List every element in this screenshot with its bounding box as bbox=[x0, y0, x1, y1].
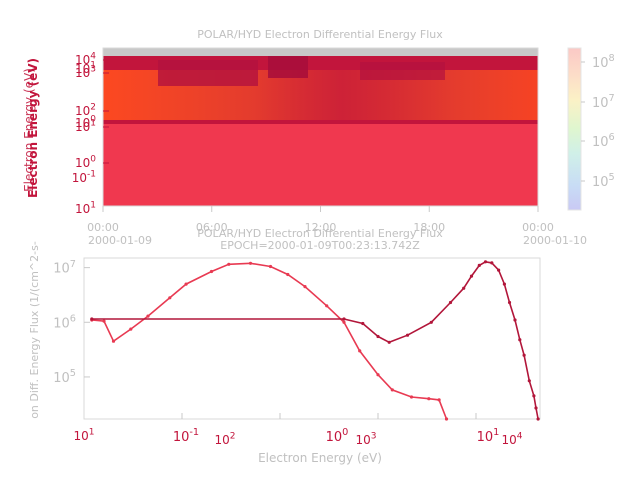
spectrogram-y-tick-label: 100 bbox=[75, 115, 96, 130]
spectrogram-x-tick-label: 06:00 bbox=[196, 221, 228, 234]
lineplot-data-point bbox=[376, 373, 380, 377]
lineplot-data-point bbox=[462, 286, 466, 290]
lineplot-data-point bbox=[536, 417, 540, 421]
lineplot-data-point bbox=[522, 353, 526, 357]
lineplot-series-line bbox=[91, 262, 448, 420]
lineplot-data-point bbox=[534, 406, 538, 410]
spectrogram-y-tick-label: 103 bbox=[75, 65, 96, 80]
lineplot-data-point bbox=[507, 300, 512, 305]
spectrogram-start-date: 2000-01-09 bbox=[88, 234, 152, 247]
spectrogram-y-tick-label: 102 bbox=[75, 103, 96, 118]
lineplot-data-point bbox=[111, 339, 116, 343]
lineplot-data-point bbox=[409, 395, 414, 399]
lineplot-data-point bbox=[342, 317, 346, 321]
spectrogram-y-tick-label: 101 bbox=[75, 119, 96, 134]
lineplot-data-point bbox=[387, 340, 391, 344]
lineplot-data-point bbox=[532, 394, 536, 398]
lineplot-data-point bbox=[227, 262, 231, 266]
lineplot-data-point bbox=[102, 319, 106, 323]
lineplot-data-point bbox=[427, 397, 431, 401]
lineplot-series bbox=[90, 260, 540, 421]
spectrogram-y-tick-label: 101 bbox=[75, 201, 96, 216]
lineplot-data-point bbox=[268, 264, 273, 269]
spectrogram-plot-area bbox=[102, 47, 539, 207]
lineplot-data-point bbox=[448, 300, 453, 305]
lineplot-data-point bbox=[502, 282, 506, 286]
spectrogram-x-tick-label: 18:00 bbox=[413, 221, 445, 234]
spectrogram-x-tick-label: 00:00 bbox=[87, 221, 119, 234]
lineplot-y-axis-label: on Diff. Energy Flux (1/(cm^2-s- bbox=[28, 241, 41, 419]
spectrogram-y-axis-label: Electron Energy (eV) bbox=[26, 58, 40, 198]
colorbar bbox=[567, 47, 582, 211]
colorbar-tick-label: 105 bbox=[592, 172, 615, 190]
lineplot-y-ticks: 107 106 105 bbox=[53, 259, 90, 386]
spectrogram-y-tick-label: 100 bbox=[75, 155, 96, 170]
lineplot-x-tick-label: 103 bbox=[355, 432, 376, 447]
lineplot-data-point bbox=[358, 349, 362, 353]
lineplot-frame bbox=[83, 257, 541, 420]
lineplot-data-point bbox=[518, 338, 522, 342]
spectrogram-low-energy-fill bbox=[103, 124, 538, 206]
lineplot-data-point bbox=[497, 268, 501, 272]
lineplot-data-point bbox=[527, 379, 531, 383]
lineplot-epoch: EPOCH=2000-01-09T00:23:13.742Z bbox=[220, 239, 420, 252]
lineplot-data-point bbox=[390, 388, 394, 392]
lineplot-x-tick-label: 102 bbox=[214, 432, 235, 447]
lineplot-data-point bbox=[376, 334, 380, 339]
spectrogram-end-date: 2000-01-10 bbox=[523, 234, 587, 247]
spectrogram-dark-patch bbox=[268, 56, 308, 78]
lineplot-data-point bbox=[342, 320, 346, 324]
colorbar-tick-label: 106 bbox=[592, 132, 615, 150]
lineplot-data-point bbox=[325, 304, 329, 308]
lineplot-x-tick-label: 101 bbox=[477, 427, 500, 445]
lineplot-data-point bbox=[129, 327, 133, 331]
lineplot-data-point bbox=[209, 269, 214, 274]
lineplot-data-point bbox=[513, 318, 517, 322]
lineplot-x-ticks: 101 102 103 104 10-1 100 101 bbox=[73, 413, 523, 447]
lineplot-x-axis-label: Electron Energy (eV) bbox=[258, 451, 382, 465]
lineplot-data-point bbox=[303, 285, 307, 289]
lineplot-data-point bbox=[469, 274, 474, 278]
lineplot-series-line bbox=[91, 260, 539, 420]
spectrogram-x-tick-label: 00:00 bbox=[522, 221, 554, 234]
colorbar-ticks: 108 107 106 105 bbox=[581, 53, 615, 190]
spectrogram-y-tick-label: 104 bbox=[75, 52, 96, 67]
spectrogram-saturated-strip bbox=[103, 48, 538, 57]
lineplot-title: POLAR/HYD Electron Differential Energy F… bbox=[197, 227, 443, 240]
spectrogram-y-axis-label: Electron Energy (eV) bbox=[22, 68, 36, 192]
spectrogram-title: POLAR/HYD Electron Differential Energy F… bbox=[197, 28, 443, 41]
spectrogram-y-tick-label: 101 bbox=[75, 61, 96, 76]
lineplot-data-point bbox=[405, 333, 410, 337]
lineplot-x-tick-label: 100 bbox=[326, 427, 349, 445]
lineplot-x-tick-label: 104 bbox=[501, 432, 522, 447]
spectrogram-dark-patch bbox=[360, 62, 445, 80]
lineplot-x-tick-label: 10-1 bbox=[173, 427, 199, 445]
spectrogram-x-tick-label: 12:00 bbox=[305, 221, 337, 234]
lineplot-data-point bbox=[437, 398, 441, 402]
lineplot-data-point bbox=[483, 260, 488, 264]
lineplot-data-point bbox=[168, 296, 172, 300]
lineplot-data-point bbox=[444, 417, 449, 421]
lineplot-y-tick-label: 105 bbox=[53, 368, 76, 386]
spectrogram-dark-patch bbox=[158, 60, 258, 86]
colorbar-tick-label: 108 bbox=[592, 53, 615, 71]
lineplot-data-point bbox=[429, 320, 433, 324]
lineplot-data-point bbox=[90, 317, 94, 321]
lineplot-data-point bbox=[184, 282, 188, 286]
colorbar-tick-label: 107 bbox=[592, 93, 615, 111]
lineplot-x-tick-label: 101 bbox=[73, 428, 94, 443]
lineplot-y-tick-label: 106 bbox=[53, 313, 76, 331]
lineplot-data-point bbox=[490, 261, 494, 265]
lineplot-data-point bbox=[146, 314, 150, 318]
lineplot-data-point bbox=[248, 261, 253, 265]
lineplot-data-point bbox=[361, 321, 365, 326]
spectrogram-y-tick-label: 10-1 bbox=[72, 170, 96, 185]
lineplot-y-tick-label: 107 bbox=[53, 259, 76, 277]
lineplot-data-point bbox=[477, 263, 481, 267]
lineplot-data-point bbox=[286, 272, 290, 277]
